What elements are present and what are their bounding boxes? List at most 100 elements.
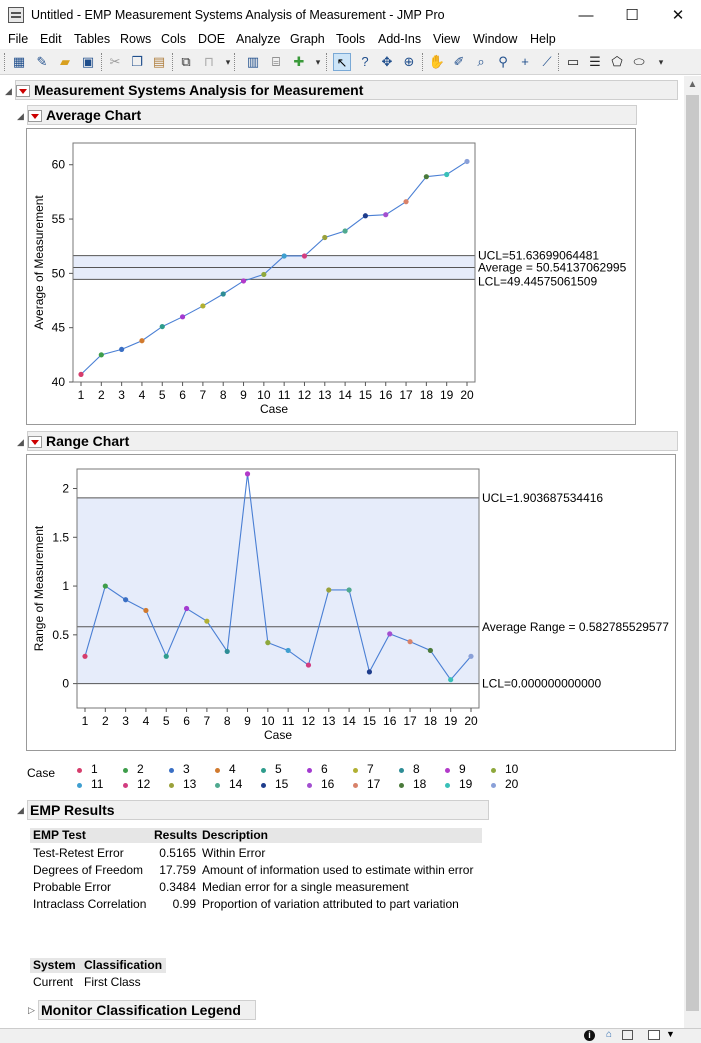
case-legend-marker[interactable] <box>261 783 266 788</box>
case-legend-marker[interactable] <box>491 768 496 773</box>
polygon-tool-icon[interactable]: ⬠ <box>611 54 623 69</box>
case-legend-marker[interactable] <box>353 783 358 788</box>
menu-doe[interactable]: DOE <box>198 32 226 46</box>
toolbar-overflow-icon[interactable]: ▾ <box>225 57 231 67</box>
case-legend-item-label[interactable]: 13 <box>183 777 197 791</box>
case-legend-item-label[interactable]: 5 <box>275 762 282 776</box>
case-legend-marker[interactable] <box>169 783 174 788</box>
copy-icon[interactable]: ❐ <box>131 54 143 69</box>
case-legend-marker[interactable] <box>123 783 128 788</box>
toolbar-overflow-icon[interactable]: ▾ <box>658 57 664 67</box>
annotate-tool-icon[interactable]: ▭ <box>566 54 580 69</box>
collapse-triangle-icon[interactable]: ◢ <box>17 805 24 815</box>
script-icon[interactable]: ⧉ <box>181 54 191 69</box>
paste-icon[interactable]: ▤ <box>152 54 166 69</box>
case-legend-marker[interactable] <box>77 768 82 773</box>
help-tool-icon[interactable]: ? <box>361 54 369 69</box>
case-legend-item-label[interactable]: 10 <box>505 762 519 776</box>
case-legend-marker[interactable] <box>77 783 82 788</box>
case-legend-item-label[interactable]: 2 <box>137 762 144 776</box>
new-script-icon[interactable]: ✎ <box>36 54 48 69</box>
case-legend-item-label[interactable]: 3 <box>183 762 190 776</box>
new-table-icon[interactable]: ▦ <box>12 54 26 69</box>
case-legend-marker[interactable] <box>445 768 450 773</box>
home-icon[interactable]: ⌂ <box>606 1029 613 1040</box>
toolbar-overflow-icon[interactable]: ▾ <box>315 57 321 67</box>
case-legend-marker[interactable] <box>353 768 358 773</box>
close-button[interactable]: ✕ <box>671 7 685 24</box>
open-icon[interactable]: ▰ <box>60 54 70 69</box>
crosshair-plus-icon[interactable]: + <box>521 54 529 69</box>
case-legend-marker[interactable] <box>307 768 312 773</box>
menu-window[interactable]: Window <box>473 32 518 46</box>
lasso-tool-icon[interactable]: ⌕ <box>477 54 485 69</box>
case-legend-item-label[interactable]: 9 <box>459 762 466 776</box>
case-legend-item-label[interactable]: 16 <box>321 777 335 791</box>
journal-icon[interactable]: ⌸ <box>272 54 280 69</box>
brush-tool-icon[interactable]: ✐ <box>453 54 465 69</box>
scroll-up-icon[interactable]: ▲ <box>687 79 698 90</box>
simple-shape-icon[interactable]: ☰ <box>589 54 601 69</box>
line-tool-icon[interactable]: ⟋ <box>542 54 552 69</box>
hand-tool-icon[interactable]: ✋ <box>428 54 446 69</box>
menu-graph[interactable]: Graph <box>290 32 325 46</box>
menu-cols[interactable]: Cols <box>161 32 187 46</box>
magnifier-tool-icon[interactable]: ⚲ <box>498 54 508 69</box>
info-icon[interactable]: i <box>584 1030 595 1041</box>
red-triangle-menu-icon[interactable] <box>16 85 30 98</box>
expand-triangle-icon[interactable]: ▷ <box>28 1005 35 1015</box>
data-table-icon[interactable]: ▥ <box>246 54 260 69</box>
case-legend-item-label[interactable]: 8 <box>413 762 420 776</box>
case-legend-marker[interactable] <box>445 783 450 788</box>
menu-file[interactable]: File <box>8 32 29 46</box>
case-legend-item-label[interactable]: 19 <box>459 777 473 791</box>
collapse-triangle-icon[interactable]: ◢ <box>17 437 24 447</box>
table-icon[interactable] <box>622 1030 633 1040</box>
menu-analyze[interactable]: Analyze <box>236 32 281 46</box>
case-legend-item-label[interactable]: 6 <box>321 762 328 776</box>
maximize-button[interactable]: ☐ <box>625 7 639 24</box>
case-legend-marker[interactable] <box>261 768 266 773</box>
save-icon[interactable]: ▣ <box>81 54 95 69</box>
case-legend-item-label[interactable]: 17 <box>367 777 381 791</box>
crosshair-tool-icon[interactable]: ✥ <box>381 54 393 69</box>
menu-view[interactable]: View <box>433 32 460 46</box>
menu-add-ins[interactable]: Add-Ins <box>378 32 422 46</box>
case-legend-marker[interactable] <box>169 768 174 773</box>
window-list-dropdown-icon[interactable]: ▼ <box>666 1029 675 1039</box>
minimize-button[interactable]: — <box>578 7 594 24</box>
case-legend-marker[interactable] <box>123 768 128 773</box>
case-legend-item-label[interactable]: 4 <box>229 762 236 776</box>
case-legend-item-label[interactable]: 15 <box>275 777 289 791</box>
case-legend-marker[interactable] <box>307 783 312 788</box>
case-legend-item-label[interactable]: 12 <box>137 777 151 791</box>
case-legend-marker[interactable] <box>215 783 220 788</box>
arrow-tool-icon[interactable]: ↖ <box>333 53 351 71</box>
collapse-triangle-icon[interactable]: ◢ <box>5 86 12 96</box>
lock-icon[interactable]: ⊓ <box>203 54 215 69</box>
case-legend-item-label[interactable]: 11 <box>91 777 104 791</box>
case-legend-item-label[interactable]: 14 <box>229 777 243 791</box>
menu-help[interactable]: Help <box>530 32 556 46</box>
collapse-triangle-icon[interactable]: ◢ <box>17 111 24 121</box>
red-triangle-menu-icon[interactable] <box>28 436 42 449</box>
add-icon[interactable]: ✚ <box>293 54 305 69</box>
cut-icon[interactable]: ✂ <box>109 54 121 69</box>
case-legend-marker[interactable] <box>491 783 496 788</box>
menu-edit[interactable]: Edit <box>40 32 62 46</box>
scroll-thumb[interactable] <box>686 95 699 1011</box>
menu-tools[interactable]: Tools <box>336 32 366 46</box>
case-legend-marker[interactable] <box>215 768 220 773</box>
vertical-scrollbar[interactable]: ▲ <box>684 76 701 1028</box>
monitor-legend-header[interactable]: Monitor Classification Legend <box>38 1000 256 1020</box>
selection-tool-icon[interactable]: ⊕ <box>403 54 415 69</box>
menu-tables[interactable]: Tables <box>74 32 111 46</box>
case-legend-marker[interactable] <box>399 768 404 773</box>
case-legend-item-label[interactable]: 18 <box>413 777 427 791</box>
case-legend-marker[interactable] <box>399 783 404 788</box>
window-list-icon[interactable] <box>648 1030 660 1040</box>
case-legend-item-label[interactable]: 7 <box>367 762 374 776</box>
menu-rows[interactable]: Rows <box>120 32 152 46</box>
case-legend-item-label[interactable]: 1 <box>91 762 98 776</box>
ellipse-tool-icon[interactable]: ⬭ <box>633 54 645 69</box>
